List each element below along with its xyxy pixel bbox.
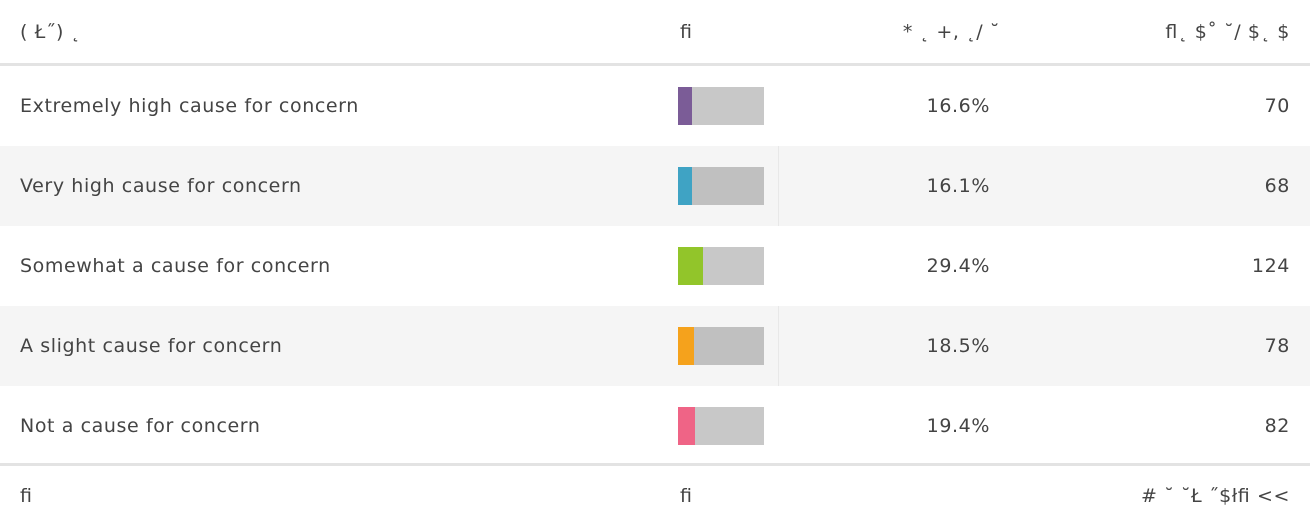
table-row: A slight cause for concern 18.5% 78 [0, 306, 1310, 386]
bar-fill [678, 327, 694, 365]
bar-track [678, 247, 764, 285]
count-label: 70 [1264, 95, 1290, 117]
footer-right: # ˘ ˘Ł ˝$łﬁ << [1141, 485, 1290, 507]
count-label: 82 [1264, 415, 1290, 437]
answer-label: Very high cause for concern [20, 175, 302, 197]
footer-divider [0, 463, 1310, 466]
answer-label: A slight cause for concern [20, 335, 283, 357]
count-label: 124 [1251, 255, 1290, 277]
header-count: ﬂ˛ $˚ ˘/ $˛ $ [1165, 21, 1290, 43]
table-row: Very high cause for concern 16.1% 68 [0, 146, 1310, 226]
column-separator [778, 306, 779, 386]
footer-left: ﬁ [20, 485, 33, 507]
answer-label: Not a cause for concern [20, 415, 261, 437]
bar-fill [678, 247, 704, 285]
answer-label: Extremely high cause for concern [20, 95, 359, 117]
percent-label: 16.1% [926, 175, 990, 197]
percent-label: 29.4% [926, 255, 990, 277]
count-label: 78 [1264, 335, 1290, 357]
bar-track [678, 327, 764, 365]
answer-label: Somewhat a cause for concern [20, 255, 331, 277]
header-bar: ﬁ [680, 21, 693, 43]
count-label: 68 [1264, 175, 1290, 197]
bar-track [678, 87, 764, 125]
bar-fill [678, 407, 695, 445]
table-row: Somewhat a cause for concern 29.4% 124 [0, 226, 1310, 306]
column-separator [778, 146, 779, 226]
header-percent: * ˛ +, ˛/ ˘ [902, 21, 1000, 43]
bar-fill [678, 87, 693, 125]
header-answer: ( Ł˝) ˛ [20, 21, 81, 43]
percent-label: 18.5% [926, 335, 990, 357]
bar-track [678, 167, 764, 205]
header-divider [0, 63, 1310, 66]
footer-middle: ﬁ [680, 485, 693, 507]
percent-label: 16.6% [926, 95, 990, 117]
percent-label: 19.4% [926, 415, 990, 437]
bar-track [678, 407, 764, 445]
table-row: Extremely high cause for concern 16.6% 70 [0, 66, 1310, 146]
table-row: Not a cause for concern 19.4% 82 [0, 386, 1310, 466]
bar-fill [678, 167, 692, 205]
